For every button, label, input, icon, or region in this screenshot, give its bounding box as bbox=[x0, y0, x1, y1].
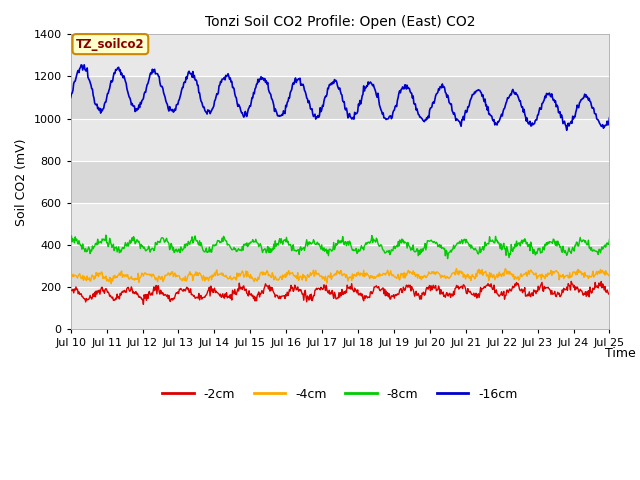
Y-axis label: Soil CO2 (mV): Soil CO2 (mV) bbox=[15, 138, 28, 226]
Legend: -2cm, -4cm, -8cm, -16cm: -2cm, -4cm, -8cm, -16cm bbox=[157, 383, 523, 406]
Title: Tonzi Soil CO2 Profile: Open (East) CO2: Tonzi Soil CO2 Profile: Open (East) CO2 bbox=[205, 15, 476, 29]
Bar bbox=[70, 245, 609, 287]
Bar bbox=[70, 76, 609, 119]
Bar bbox=[70, 287, 609, 329]
X-axis label: Time: Time bbox=[605, 347, 636, 360]
Bar bbox=[70, 35, 609, 76]
Bar bbox=[70, 203, 609, 245]
Bar bbox=[70, 119, 609, 161]
Bar bbox=[70, 161, 609, 203]
Text: TZ_soilco2: TZ_soilco2 bbox=[76, 37, 145, 50]
